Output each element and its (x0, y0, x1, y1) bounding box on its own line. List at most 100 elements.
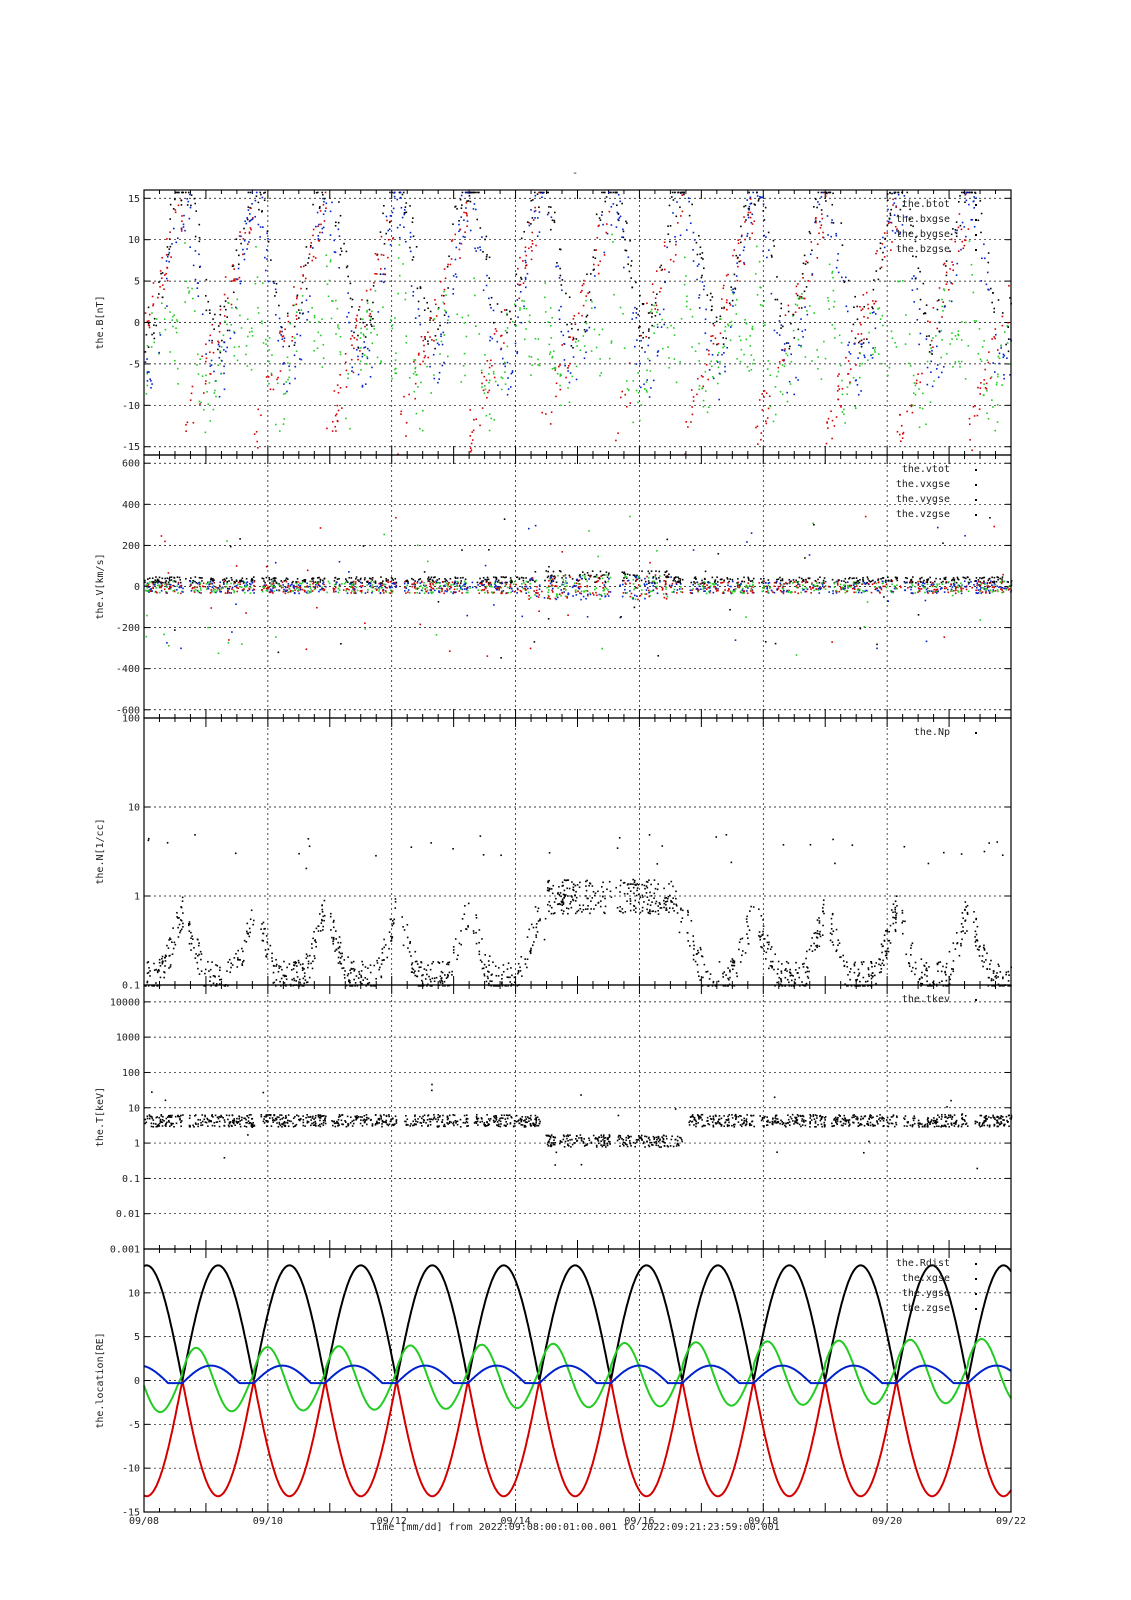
v-point (717, 588, 719, 590)
v-point (748, 579, 750, 581)
v-point (785, 581, 787, 584)
b-point (523, 300, 525, 302)
b-point (337, 228, 340, 231)
b-point (495, 330, 498, 332)
v-point (583, 573, 586, 576)
v-point (354, 590, 357, 593)
v-point (207, 587, 210, 590)
v-point (156, 579, 159, 582)
v-point (1000, 582, 1003, 585)
legend-marker (975, 219, 977, 221)
b-point (333, 239, 335, 242)
v-point (460, 580, 463, 582)
v-point (580, 577, 583, 580)
b-point (250, 207, 252, 210)
b-point (872, 288, 875, 291)
v-point (253, 584, 255, 587)
b-point (218, 356, 221, 359)
v-point (910, 592, 913, 594)
b-point (895, 346, 898, 348)
v-point (297, 581, 299, 583)
b-point (422, 410, 424, 412)
v-point (869, 581, 872, 583)
b-point (743, 261, 745, 264)
b-point (937, 299, 940, 301)
b-point (790, 322, 792, 325)
v-point (282, 590, 285, 593)
v-point (904, 582, 907, 584)
b-point (449, 263, 452, 266)
v-point (242, 580, 245, 583)
v-point (501, 581, 503, 584)
b-point (778, 334, 781, 336)
b-point (491, 364, 493, 367)
v-point (721, 581, 724, 584)
b-point (151, 295, 154, 298)
v-point (273, 577, 276, 579)
v-point (168, 583, 171, 586)
b-point (744, 221, 746, 223)
b-point (774, 386, 777, 388)
b-point (569, 372, 572, 374)
v-point (546, 597, 549, 599)
v-point (940, 581, 943, 584)
b-point (919, 332, 922, 335)
b-point (475, 418, 478, 421)
b-point (585, 295, 588, 297)
b-point (797, 283, 799, 285)
b-point (790, 360, 793, 363)
v-point (405, 587, 408, 590)
b-point (986, 390, 988, 392)
b-point (296, 296, 298, 298)
v-point (343, 582, 346, 585)
v-point (997, 578, 999, 581)
v-point (919, 578, 921, 580)
v-point (555, 585, 558, 587)
b-point (353, 337, 356, 339)
b-point (650, 308, 653, 311)
b-point (702, 288, 705, 291)
b-point (476, 218, 479, 221)
y-axis-label: the.V[km/s] (95, 553, 106, 619)
b-point (382, 306, 384, 309)
b-point (599, 219, 602, 221)
b-point (464, 374, 466, 377)
b-point (1003, 354, 1006, 357)
b-point (626, 222, 628, 224)
b-point (661, 268, 664, 271)
v-point (879, 586, 881, 589)
b-point (991, 301, 993, 304)
v-point (779, 576, 781, 579)
b-point (723, 307, 725, 310)
b-point (945, 283, 948, 285)
v-point (906, 581, 908, 584)
v-point (983, 580, 985, 583)
b-point (267, 376, 270, 378)
b-point (255, 246, 257, 248)
b-point (250, 327, 253, 330)
b-point (667, 233, 670, 235)
b-point (312, 247, 314, 249)
b-point (858, 376, 861, 379)
b-point (980, 280, 983, 282)
v-point (742, 591, 745, 593)
b-point (236, 359, 239, 362)
b-point (576, 345, 578, 347)
b-point (182, 223, 185, 226)
b-point (827, 191, 830, 194)
b-point (349, 297, 352, 300)
v-point (677, 580, 680, 583)
b-point (866, 338, 868, 340)
v-point (265, 587, 268, 590)
b-point (753, 220, 756, 223)
b-point (572, 356, 575, 358)
b-point (510, 318, 512, 320)
v-point (418, 578, 420, 581)
v-point (935, 577, 937, 580)
b-point (638, 334, 641, 337)
v-point (660, 586, 663, 589)
v-point (592, 594, 595, 596)
b-point (336, 307, 339, 310)
b-point (567, 364, 570, 367)
b-point (973, 320, 976, 322)
